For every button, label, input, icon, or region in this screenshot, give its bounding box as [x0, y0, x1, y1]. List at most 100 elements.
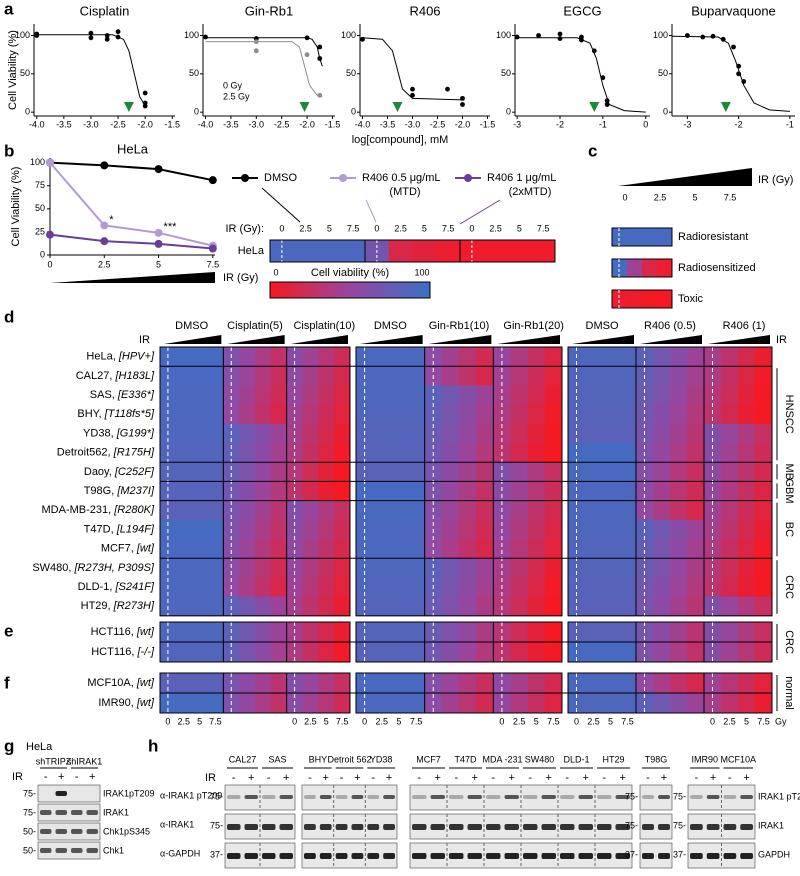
- mutation: [wt]: [136, 677, 155, 689]
- heat-cell: [721, 500, 739, 521]
- heat-cell: [175, 347, 193, 367]
- heat-cell: [527, 385, 546, 406]
- heat-cell: [510, 385, 529, 406]
- heat-cell: [619, 596, 637, 617]
- data-point: [445, 86, 450, 92]
- colorbar-cell: [314, 282, 319, 298]
- band: [578, 795, 593, 799]
- y-axis-label: Cell Viability (%): [7, 30, 19, 110]
- heat-cell: [670, 404, 688, 425]
- ic50-arrow: [123, 102, 134, 112]
- band: [658, 853, 670, 859]
- heat-cell: [318, 642, 335, 663]
- heat-cell: [317, 240, 342, 262]
- heat-cell: [407, 577, 426, 598]
- colorbar-cell: [286, 282, 291, 298]
- heat-cell: [191, 642, 208, 663]
- heat-cell: [585, 673, 603, 694]
- band: [367, 795, 380, 799]
- band: [597, 853, 612, 859]
- heat-cell: [270, 481, 288, 502]
- heat-cell: [191, 500, 208, 521]
- colorbar-cell: [394, 282, 399, 298]
- heat-cell: [459, 519, 477, 540]
- row-label: SW480, [R273H, P309S]: [32, 562, 155, 574]
- heat-cell: [459, 693, 477, 714]
- heat-cell: [687, 596, 705, 617]
- mw-label: 75-: [673, 820, 686, 830]
- ir-sign: +: [661, 772, 667, 784]
- heat-cell: [318, 366, 335, 386]
- ir-wedge: [708, 335, 770, 344]
- sample-label: YD38: [370, 754, 393, 764]
- row-label: BHY, [T118fs*5]: [77, 408, 155, 420]
- heat-cell: [270, 596, 288, 617]
- heat-cell: [390, 622, 408, 643]
- colorbar-cell: [318, 282, 323, 298]
- heat-cell: [510, 622, 529, 643]
- heat-cell: [602, 519, 620, 540]
- heat-cell: [191, 539, 208, 559]
- heat-cell: [318, 347, 335, 367]
- legend-swatch: [627, 228, 643, 246]
- band: [40, 848, 52, 853]
- heat-cell: [738, 596, 756, 617]
- ir-sign: -: [371, 772, 375, 784]
- heat-cell: [527, 462, 546, 482]
- ir-sign: -: [528, 772, 532, 784]
- colorbar-cell: [426, 282, 431, 298]
- chart-title: Cisplatin: [80, 3, 130, 18]
- band-label: IRAK1 pT209: [758, 791, 800, 801]
- mw-label: 75-: [23, 788, 36, 798]
- colorbar-cell: [354, 282, 359, 298]
- heat-cell: [476, 500, 494, 521]
- heat-cell: [585, 423, 603, 444]
- heat-cell: [302, 577, 319, 598]
- heat-cell: [407, 423, 426, 444]
- heat-cell: [653, 558, 671, 578]
- data-point: [604, 98, 610, 104]
- x-tick-label: -3.0: [83, 119, 99, 129]
- group-label: shTRIPZ: [36, 756, 72, 766]
- band: [71, 829, 83, 834]
- heat-cell: [255, 558, 272, 578]
- heat-cell: [738, 462, 756, 482]
- heat-cell: [602, 462, 620, 482]
- frame: [269, 281, 431, 299]
- heat-cell: [476, 596, 494, 617]
- mutation: [-/-]: [137, 646, 155, 658]
- ir-sign: -: [728, 772, 732, 784]
- data-point: [317, 92, 323, 98]
- heat-cell: [476, 622, 494, 643]
- heat-cell: [602, 500, 620, 521]
- ir-sign: -: [232, 772, 236, 784]
- heat-cell: [721, 519, 739, 540]
- heat-cell: [527, 500, 546, 521]
- band: [304, 853, 316, 859]
- heat-cell: [318, 462, 335, 482]
- heat-cell: [390, 577, 408, 598]
- data-point: [115, 29, 121, 35]
- ir-tick: 0: [574, 716, 579, 726]
- series-line: [49, 161, 214, 182]
- data-point: [253, 39, 259, 45]
- row-label: CAL27, [H183L]: [76, 370, 155, 382]
- heat-cell: [302, 500, 319, 521]
- ir-tick: 2.5: [394, 223, 407, 233]
- heat-cell: [239, 481, 256, 502]
- colorbar-cell: [306, 282, 311, 298]
- heat-cell: [160, 404, 177, 425]
- data-point: [410, 92, 415, 98]
- heat-cell: [207, 577, 224, 598]
- band: [304, 795, 316, 799]
- heat-cell: [619, 500, 637, 521]
- band: [504, 853, 519, 859]
- heat-cell: [407, 462, 426, 482]
- colorbar-tick: 0: [273, 267, 278, 277]
- data-point: [736, 71, 742, 77]
- ir-sign: +: [583, 772, 589, 784]
- heat-cell: [407, 385, 426, 406]
- heat-cell: [302, 404, 319, 425]
- series-point: [46, 230, 54, 239]
- ir-sign: +: [472, 772, 478, 784]
